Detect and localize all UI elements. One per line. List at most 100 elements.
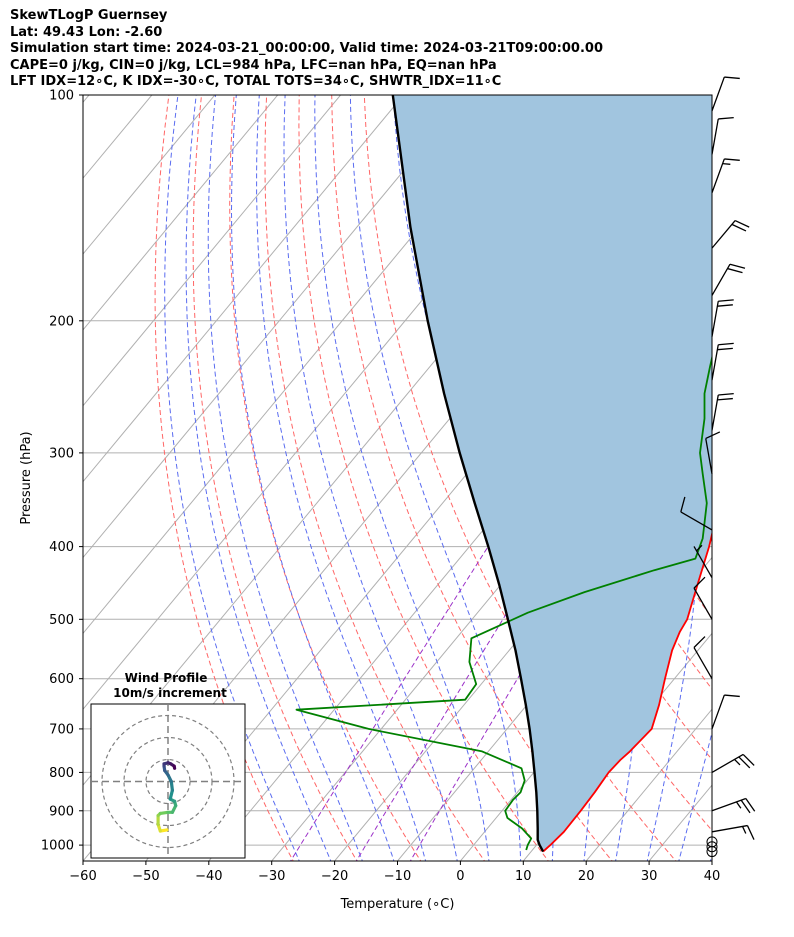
isotherm: [83, 95, 216, 255]
location-line: Lat: 49.43 Lon: -2.60: [10, 24, 163, 40]
wind-barb: [711, 342, 734, 381]
barb-flag-full: [693, 636, 706, 648]
y-tick-label: 500: [49, 613, 74, 628]
barb-flag-full: [718, 342, 734, 346]
chart-title-block: SkewTLogP Guernsey Lat: 49.43 Lon: -2.60…: [10, 8, 790, 91]
x-tick-label: −20: [321, 869, 348, 884]
barb-stem: [711, 118, 719, 155]
y-tick-label: 900: [49, 804, 74, 819]
x-tick-label: 40: [704, 869, 721, 884]
isotherm: [83, 95, 468, 559]
cape-line: CAPE=0 j/kg, CIN=0 j/kg, LCL=984 hPa, LF…: [10, 57, 497, 73]
x-axis-label: Temperature (∘C): [340, 897, 455, 912]
moist-adiabat: [207, 95, 363, 861]
moist-adiabat: [709, 853, 712, 861]
barb-flag-full: [740, 799, 751, 814]
profile-lines: [295, 95, 712, 853]
dry-adiabat: [722, 95, 794, 864]
barb-stem: [711, 158, 725, 193]
x-tick-label: −10: [384, 869, 411, 884]
barb-flag-full: [729, 263, 746, 269]
isotherm: [83, 95, 342, 407]
barb-stem: [693, 647, 713, 680]
wind-barb: [711, 392, 734, 431]
mixing-ratio-line: [290, 546, 489, 861]
parcel-line: [391, 95, 545, 853]
barb-stem: [711, 824, 748, 833]
barb-stem: [680, 511, 713, 531]
moist-adiabat: [314, 95, 490, 861]
dewpoint-line: [295, 354, 712, 851]
barb-flag-full: [724, 158, 740, 161]
y-axis-label: Pressure (hPa): [19, 431, 34, 524]
wind-barb: [711, 797, 756, 814]
barb-flag-full: [705, 431, 721, 440]
barb-flag-full: [727, 267, 743, 274]
barb-flag-half: [741, 826, 747, 834]
moist-adiabat: [283, 95, 458, 861]
barb-stem: [693, 587, 713, 620]
y-tick-label: 400: [49, 540, 74, 555]
wind-barb: [711, 299, 734, 337]
barb-stem: [711, 753, 744, 773]
y-tick-label: 200: [49, 314, 74, 329]
dry-adiabat: [229, 95, 422, 861]
x-tick-label: 10: [515, 869, 532, 884]
barb-flag-full: [738, 756, 751, 769]
dry-adiabat: [154, 95, 294, 861]
barb-flag-full: [717, 304, 733, 307]
barb-flag-full: [724, 694, 740, 698]
wind-barb: [693, 636, 713, 680]
moist-adiabat: [231, 95, 395, 861]
axes: −60 −50 −40 −30 −20 −10 0 10 20 30 40 100 200 300 400 5…: [41, 89, 720, 885]
index-line: LFT IDX=12∘C, K IDX=-30∘C, TOTAL TOTS=34…: [10, 74, 502, 89]
barb-stem: [711, 301, 719, 337]
barb-stem: [693, 546, 713, 578]
wind-barb: [693, 544, 713, 578]
x-tick-label: 20: [578, 869, 595, 884]
wind-barb: [711, 76, 740, 112]
barb-flag-full: [746, 825, 755, 840]
isotherm: [83, 95, 279, 331]
y-tick-label: 600: [49, 672, 74, 687]
moist-adiabat: [185, 95, 332, 861]
barb-flag-half: [696, 544, 703, 552]
wind-barb: [711, 158, 740, 193]
moist-adiabat: [349, 95, 522, 861]
barb-stem: [711, 76, 725, 112]
wind-barb: [711, 219, 750, 249]
y-tick-label: 1000: [41, 839, 74, 854]
y-tick-label: 300: [49, 446, 74, 461]
barb-flag-full: [724, 76, 740, 80]
wind-barb: [693, 576, 713, 620]
isotherm: [585, 708, 712, 861]
dry-adiabat: [755, 95, 794, 864]
barb-flag-full: [731, 223, 747, 232]
barb-flag-full: [693, 576, 706, 589]
x-tick-label: 0: [456, 869, 464, 884]
barb-flag-full: [745, 798, 756, 812]
x-tick-label: −60: [69, 869, 96, 884]
x-tick-label: −40: [195, 869, 222, 884]
isotherm: [83, 95, 405, 483]
temperature-line: [542, 530, 712, 853]
barb-flag-full: [717, 347, 733, 351]
wind-barb: [705, 431, 721, 475]
wind-barbs: [680, 76, 756, 858]
barb-flag-full: [742, 753, 755, 766]
barb-stem: [711, 797, 747, 812]
wind-barb: [711, 694, 740, 730]
barb-flag-half: [735, 801, 742, 809]
isotherm: [396, 480, 712, 861]
moist-adiabat: [164, 95, 300, 861]
barb-flag-full: [718, 299, 734, 302]
hodograph-inset: Wind Profile 10m/s increment: [90, 671, 246, 859]
barb-stem: [711, 694, 725, 730]
barb-stem: [711, 220, 736, 249]
dry-adiabat: [298, 95, 549, 861]
time-line: Simulation start time: 2024-03-21_00:00:…: [10, 41, 603, 56]
barb-stem: [711, 394, 719, 431]
barb-stem: [705, 438, 713, 475]
barb-flag-full: [718, 116, 734, 120]
chart-title: SkewTLogP Guernsey: [10, 8, 168, 23]
